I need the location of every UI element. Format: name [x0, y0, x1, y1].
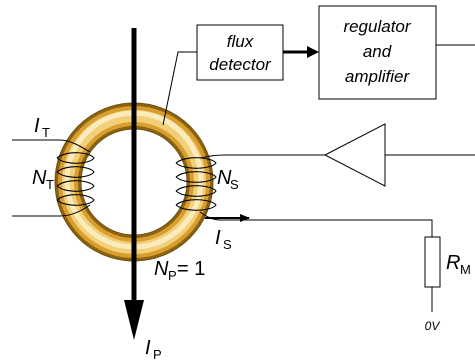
- primary-conductor: [124, 28, 144, 340]
- svg-text:P: P: [153, 347, 162, 360]
- regulator-line1: regulator: [343, 17, 411, 36]
- secondary-winding: [175, 154, 433, 237]
- svg-text:P: P: [168, 268, 177, 283]
- label-rm: R M: [446, 252, 471, 277]
- flux-detector-line2: detector: [209, 55, 272, 74]
- flux-detector-block: flux detector: [196, 24, 284, 81]
- svg-text:N: N: [154, 258, 169, 280]
- label-it: I T: [34, 115, 50, 140]
- regulator-line3: amplifier: [345, 67, 411, 86]
- svg-text:I: I: [34, 115, 40, 137]
- svg-text:I: I: [215, 227, 221, 249]
- svg-text:S: S: [230, 177, 239, 192]
- svg-text:= 1: = 1: [177, 258, 205, 280]
- test-winding: [12, 139, 95, 217]
- regulator-line2: and: [363, 42, 392, 61]
- amplifier-triangle: [323, 123, 475, 187]
- svg-text:R: R: [446, 252, 460, 274]
- label-nt: N T: [32, 167, 54, 192]
- svg-text:S: S: [223, 237, 232, 252]
- label-zero-volt: 0V: [425, 319, 441, 333]
- svg-text:T: T: [46, 177, 54, 192]
- detector-to-regulator-arrow: [283, 46, 319, 58]
- svg-text:M: M: [460, 262, 471, 277]
- label-is: I S: [215, 227, 232, 252]
- svg-text:N: N: [217, 167, 232, 189]
- flux-detector-lead: [162, 51, 197, 126]
- regulator-amplifier-block: regulator and amplifier: [318, 5, 437, 100]
- label-ip: I P: [145, 337, 162, 360]
- svg-text:N: N: [32, 167, 47, 189]
- flux-detector-line1: flux: [227, 32, 254, 51]
- svg-text:T: T: [42, 125, 50, 140]
- measuring-resistor: [424, 236, 441, 312]
- label-np: N P = 1: [154, 258, 205, 283]
- label-ns: N S: [217, 167, 239, 192]
- svg-text:I: I: [145, 337, 151, 359]
